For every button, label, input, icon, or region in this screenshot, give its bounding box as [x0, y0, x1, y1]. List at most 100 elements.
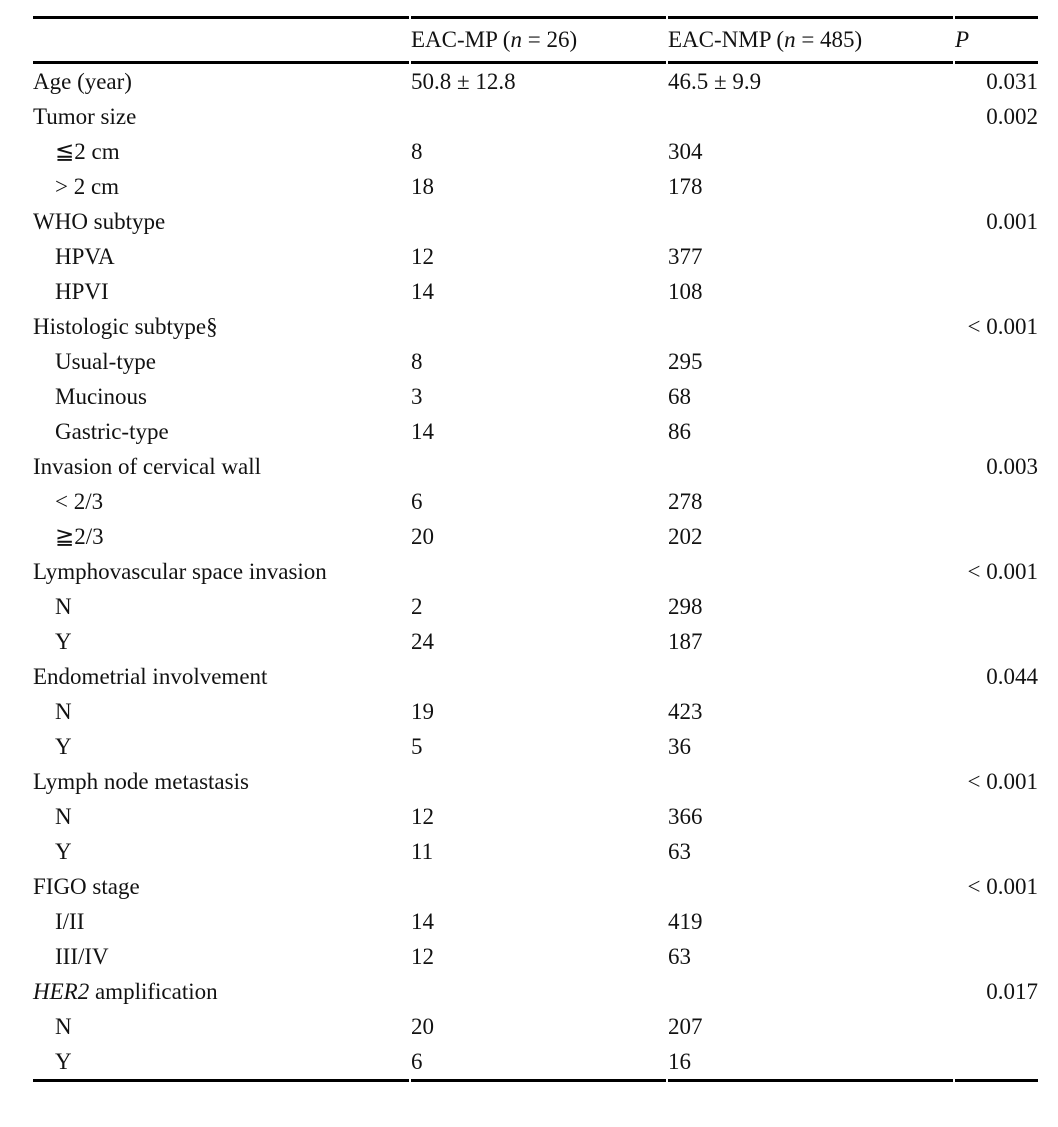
table-row: ≧2/3 20 202 — [33, 519, 1038, 554]
gene-name: HER2 — [33, 978, 90, 1004]
row-label: N — [55, 803, 72, 829]
eac-mp-value: 5 — [411, 733, 423, 759]
eac-nmp-value: 366 — [668, 803, 703, 829]
row-label: I/II — [55, 908, 85, 934]
p-value: 0.031 — [986, 68, 1038, 94]
eac-mp-value — [411, 764, 666, 799]
eac-mp-value — [411, 204, 666, 239]
eac-nmp-value: 46.5 ± 9.9 — [668, 68, 762, 94]
eac-nmp-value: 108 — [668, 278, 703, 304]
row-label: Age (year) — [33, 68, 132, 94]
n-symbol: n — [784, 27, 796, 53]
comparison-table: EAC-MP (n = 26) EAC-NMP (n = 485) P Age … — [31, 16, 1040, 1082]
p-value — [955, 904, 1038, 939]
table-row: N 2 298 — [33, 589, 1038, 624]
p-symbol: P — [955, 27, 970, 53]
eac-mp-value: 12 — [411, 803, 434, 829]
table-row: HPVA 12 377 — [33, 239, 1038, 274]
p-value — [955, 834, 1038, 869]
eac-nmp-value: 377 — [668, 243, 703, 269]
p-value: 0.003 — [986, 453, 1038, 479]
eac-mp-value — [411, 99, 666, 134]
table-row: III/IV 12 63 — [33, 939, 1038, 974]
row-label: FIGO stage — [33, 873, 140, 899]
header-eac-nmp-text: EAC-NMP ( — [668, 27, 785, 53]
table-row: < 2/3 6 278 — [33, 484, 1038, 519]
header-eac-mp-text: EAC-MP ( — [411, 27, 511, 53]
eac-nmp-value — [668, 99, 953, 134]
p-value — [955, 274, 1038, 309]
row-label: Lymph node metastasis — [33, 768, 249, 794]
table-row: Invasion of cervical wall 0.003 — [33, 449, 1038, 484]
eac-mp-value — [411, 659, 666, 694]
table-row: FIGO stage < 0.001 — [33, 869, 1038, 904]
row-label-text: amplification — [89, 978, 218, 1004]
p-value — [955, 239, 1038, 274]
row-label: N — [55, 1013, 72, 1039]
row-label: Gastric-type — [55, 418, 169, 444]
row-label: ≦2 cm — [55, 138, 120, 164]
eac-nmp-value: 423 — [668, 698, 703, 724]
table-row: Y 11 63 — [33, 834, 1038, 869]
header-eac-nmp-count: = 485) — [795, 27, 863, 53]
p-value — [955, 169, 1038, 204]
table-row: Lymphovascular space invasion < 0.001 — [33, 554, 1038, 589]
eac-mp-value: 20 — [411, 523, 434, 549]
row-label: < 2/3 — [55, 488, 104, 514]
eac-mp-value: 8 — [411, 348, 423, 374]
row-label: Histologic subtype§ — [33, 313, 218, 339]
table-row: ≦2 cm 8 304 — [33, 134, 1038, 169]
table-row: > 2 cm 18 178 — [33, 169, 1038, 204]
eac-nmp-value: 298 — [668, 593, 703, 619]
eac-nmp-value — [668, 869, 953, 904]
eac-nmp-value — [668, 659, 953, 694]
eac-mp-value: 20 — [411, 1013, 434, 1039]
eac-nmp-value — [668, 309, 953, 344]
p-value: 0.017 — [986, 978, 1038, 1004]
row-label: Tumor size — [33, 103, 137, 129]
row-label: Usual-type — [55, 348, 156, 374]
eac-mp-value — [411, 309, 666, 344]
header-p: P — [955, 16, 1038, 64]
table-row: Y 6 16 — [33, 1044, 1038, 1082]
table-row: I/II 14 419 — [33, 904, 1038, 939]
p-value: < 0.001 — [967, 313, 1038, 339]
eac-nmp-value — [668, 449, 953, 484]
row-label: Y — [33, 1044, 409, 1082]
row-label: N — [55, 593, 72, 619]
p-value: < 0.001 — [967, 558, 1038, 584]
p-value — [955, 624, 1038, 659]
table-row: Histologic subtype§ < 0.001 — [33, 309, 1038, 344]
p-value — [955, 939, 1038, 974]
eac-nmp-value — [668, 554, 953, 589]
eac-nmp-value: 278 — [668, 488, 703, 514]
eac-mp-value: 3 — [411, 383, 423, 409]
p-value — [955, 519, 1038, 554]
eac-mp-value — [411, 554, 666, 589]
p-value — [955, 799, 1038, 834]
table-row: Y 24 187 — [33, 624, 1038, 659]
table-row: N 20 207 — [33, 1009, 1038, 1044]
eac-nmp-value: 178 — [668, 173, 703, 199]
p-value: 0.044 — [986, 663, 1038, 689]
table-row: N 19 423 — [33, 694, 1038, 729]
eac-mp-value: 14 — [411, 278, 434, 304]
row-label: HER2 amplification — [33, 974, 409, 1009]
p-value: < 0.001 — [967, 768, 1038, 794]
eac-mp-value — [411, 869, 666, 904]
p-value — [955, 589, 1038, 624]
header-eac-nmp: EAC-NMP (n = 485) — [668, 16, 953, 64]
eac-mp-value: 8 — [411, 138, 423, 164]
table-row: HPVI 14 108 — [33, 274, 1038, 309]
eac-nmp-value: 63 — [668, 838, 691, 864]
table-row: Y 5 36 — [33, 729, 1038, 764]
eac-nmp-value: 68 — [668, 383, 691, 409]
row-label: WHO subtype — [33, 208, 166, 234]
n-symbol: n — [510, 27, 522, 53]
p-value — [955, 1009, 1038, 1044]
eac-nmp-value — [668, 974, 953, 1009]
table-row: Usual-type 8 295 — [33, 344, 1038, 379]
eac-mp-value — [411, 974, 666, 1009]
table-row: Endometrial involvement 0.044 — [33, 659, 1038, 694]
eac-mp-value: 6 — [411, 488, 423, 514]
